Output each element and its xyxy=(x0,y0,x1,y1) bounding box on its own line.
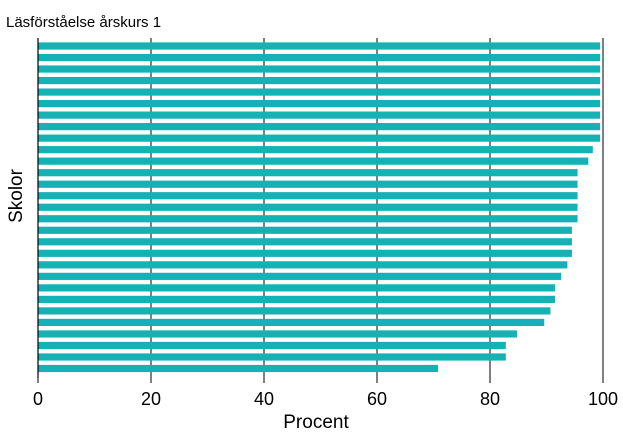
bar xyxy=(38,157,589,165)
bars xyxy=(38,42,601,373)
bar xyxy=(38,284,555,292)
bar xyxy=(38,203,578,211)
x-tick-label: 20 xyxy=(141,389,161,409)
x-tick-label: 0 xyxy=(33,389,43,409)
bar xyxy=(38,65,601,73)
x-tick-label: 100 xyxy=(588,389,618,409)
bar xyxy=(38,76,601,85)
bar xyxy=(38,169,578,177)
bar xyxy=(38,180,578,188)
bar xyxy=(38,238,572,246)
bar xyxy=(38,295,555,303)
chart-title: Läsförståelse årskurs 1 xyxy=(6,14,161,31)
bar xyxy=(38,272,562,280)
bar xyxy=(38,261,568,269)
x-tick-label: 80 xyxy=(480,389,500,409)
x-axis-label: Procent xyxy=(283,412,349,432)
bar xyxy=(38,307,551,315)
bar xyxy=(38,134,601,142)
bar xyxy=(38,146,593,154)
bar xyxy=(38,364,439,373)
bar xyxy=(38,353,506,361)
x-tick-label: 60 xyxy=(367,389,387,409)
bar xyxy=(38,42,601,50)
bar xyxy=(38,111,601,119)
bar xyxy=(38,53,601,62)
bar xyxy=(38,249,572,257)
x-axis-ticks: 0 20 40 60 80 100 xyxy=(33,378,618,409)
bar xyxy=(38,341,506,350)
y-axis-label: Skolor xyxy=(6,168,27,223)
bar xyxy=(38,123,601,131)
bar xyxy=(38,88,601,96)
bar xyxy=(38,215,578,223)
bar xyxy=(38,330,518,338)
bar xyxy=(38,318,545,327)
bar xyxy=(38,226,572,234)
bar xyxy=(38,192,578,200)
bar xyxy=(38,99,601,108)
x-tick-label: 40 xyxy=(254,389,274,409)
